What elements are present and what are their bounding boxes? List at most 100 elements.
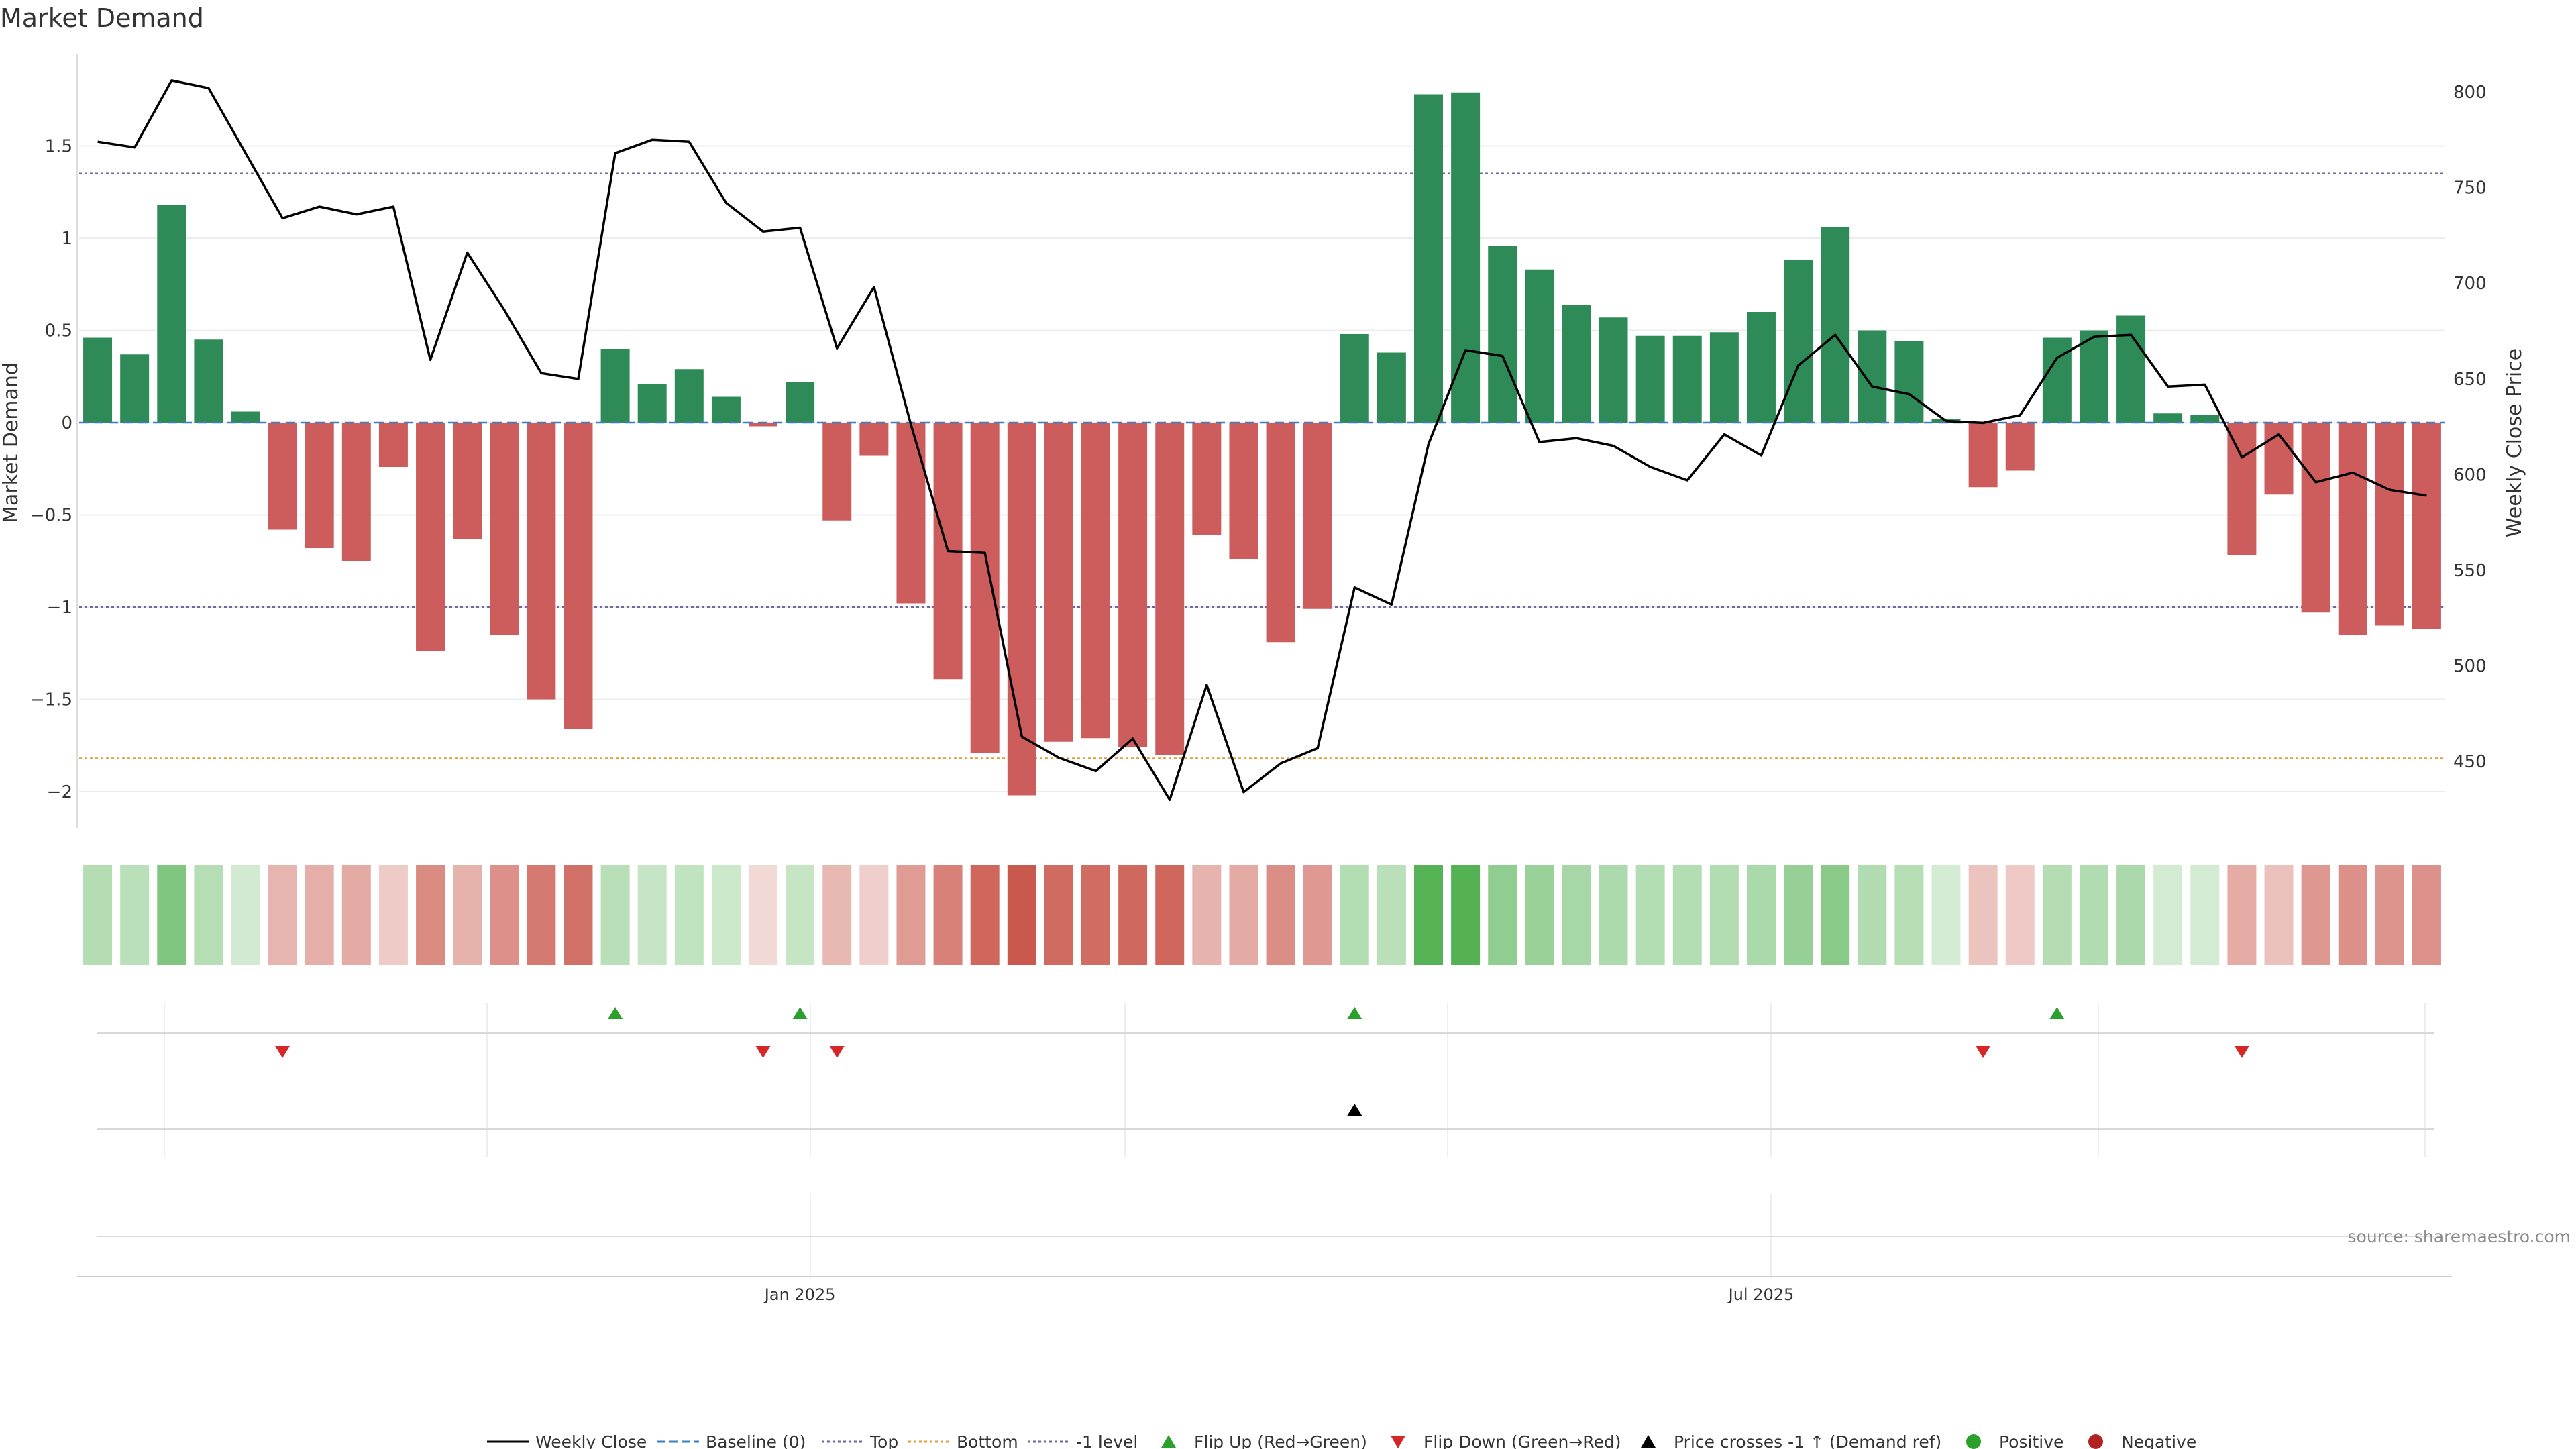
heat-cell <box>2375 865 2404 965</box>
demand-bar <box>1451 92 1481 423</box>
demand-bar <box>453 423 482 539</box>
heat-cell <box>933 865 963 965</box>
heat-cell <box>822 865 852 965</box>
y-tick-label: −1 <box>47 598 72 618</box>
demand-bar <box>2153 413 2183 423</box>
flip-down-marker <box>829 1046 845 1058</box>
demand-bar <box>2375 423 2404 626</box>
demand-bar <box>1635 335 1665 423</box>
demand-bar <box>83 337 113 423</box>
demand-bar <box>1413 94 1443 423</box>
heat-cell <box>1377 865 1406 965</box>
right-axis-ticks: 800 750 700 650 600 550 500 450 <box>2453 83 2487 772</box>
heat-cell <box>1635 865 1665 965</box>
heat-cell <box>749 865 778 965</box>
heat-cell <box>1709 865 1739 965</box>
heat-cell <box>378 865 408 965</box>
y-tick-label: 0.5 <box>45 321 72 341</box>
legend-item: Flip Down (Green→Red) <box>1391 1432 1621 1449</box>
demand-bar <box>120 354 150 423</box>
legend-label: Positive <box>1999 1432 2063 1449</box>
heat-cell <box>120 865 150 965</box>
y2-tick-label: 450 <box>2453 752 2487 772</box>
heat-cell <box>2116 865 2146 965</box>
heat-cell <box>1821 865 1850 965</box>
y2-tick-label: 800 <box>2453 83 2487 103</box>
legend-item: -1 level <box>1028 1432 1138 1449</box>
demand-bar <box>1858 330 1887 423</box>
heat-cell <box>1931 865 1961 965</box>
heat-cell <box>1562 865 1591 965</box>
demand-bar <box>268 423 297 530</box>
legend-item: Flip Up (Red→Green) <box>1161 1432 1367 1449</box>
heat-cell <box>1303 865 1332 965</box>
y-axis-label: Market Demand <box>0 362 23 523</box>
demand-bar <box>1562 305 1591 423</box>
legend-label: Flip Down (Green→Red) <box>1424 1432 1621 1449</box>
heat-cell <box>268 865 297 965</box>
demand-bar <box>527 423 556 700</box>
y2-tick-label: 700 <box>2453 274 2487 294</box>
demand-bar <box>600 349 630 423</box>
legend-label: Negative <box>2121 1432 2196 1449</box>
legend-label: Flip Up (Red→Green) <box>1194 1432 1367 1449</box>
flip-down-marker <box>755 1046 771 1058</box>
demand-bar <box>1229 423 1258 559</box>
demand-bar <box>1488 246 1517 423</box>
demand-bar <box>859 423 889 456</box>
y-tick-label: −2 <box>47 782 72 802</box>
demand-bar <box>2116 315 2146 423</box>
demand-bar <box>822 423 852 521</box>
demand-bar <box>1081 423 1111 739</box>
y-tick-label: −0.5 <box>30 506 72 526</box>
demand-bar <box>1525 269 1554 423</box>
chart-title: Market Demand <box>0 3 204 33</box>
heat-cell <box>231 865 260 965</box>
heat-cell <box>674 865 704 965</box>
legend-item: Price crosses -1 ↑ (Demand ref) <box>1641 1432 1941 1449</box>
legend-label: Bottom <box>957 1432 1018 1449</box>
heat-cell <box>194 865 223 965</box>
demand-bar <box>1155 423 1185 755</box>
demand-bar <box>1709 332 1739 423</box>
heat-cell <box>1672 865 1702 965</box>
y-tick-label: −1.5 <box>30 690 72 710</box>
legend-label: Weekly Close <box>535 1432 647 1449</box>
demand-bar <box>1340 334 1369 423</box>
demand-bar <box>231 411 260 423</box>
legend-item: Weekly Close <box>487 1432 647 1449</box>
heat-cell <box>2227 865 2257 965</box>
demand-bar <box>1672 335 1702 423</box>
legend-label: -1 level <box>1076 1432 1138 1449</box>
demand-bar <box>305 423 334 548</box>
y2-tick-label: 500 <box>2453 657 2487 677</box>
heat-cell <box>1266 865 1295 965</box>
heat-cell <box>1118 865 1148 965</box>
reference-lines <box>79 172 2445 759</box>
demand-bar <box>341 423 371 561</box>
heat-cell <box>83 865 113 965</box>
heat-cell <box>2005 865 2035 965</box>
demand-bar <box>1746 312 1776 423</box>
y2-tick-label: 650 <box>2453 370 2487 390</box>
heat-cell <box>711 865 741 965</box>
demand-bar <box>490 423 519 635</box>
heat-cell <box>2042 865 2072 965</box>
heat-cell <box>1599 865 1628 965</box>
heat-cell <box>1192 865 1222 965</box>
legend-swatch <box>1966 1434 1981 1449</box>
y2-tick-label: 600 <box>2453 465 2487 485</box>
demand-bar <box>1266 423 1295 643</box>
demand-heat-strip <box>83 865 2441 965</box>
legend-label: Top <box>869 1432 898 1449</box>
heat-cell <box>970 865 1000 965</box>
demand-bar <box>2227 423 2257 555</box>
heat-cell <box>341 865 371 965</box>
x-axis: Jan 2025 Jul 2025 <box>77 1276 2452 1304</box>
heat-cell <box>1525 865 1554 965</box>
demand-bar <box>674 369 704 423</box>
heat-cell <box>1081 865 1111 965</box>
legend-swatch <box>1641 1435 1656 1448</box>
legend-label: Price crosses -1 ↑ (Demand ref) <box>1674 1432 1941 1449</box>
